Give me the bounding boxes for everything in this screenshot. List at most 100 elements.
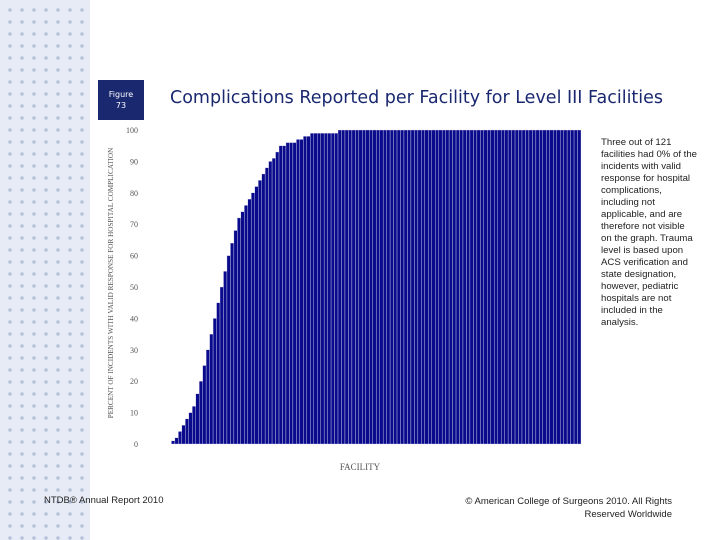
- facility-bar: [358, 129, 363, 445]
- facility-bar: [483, 129, 488, 445]
- facility-bar: [494, 129, 498, 445]
- facility-bar: [407, 129, 412, 445]
- facility-bar: [577, 129, 582, 445]
- chart-note: Three out of 121 facilities had 0% of th…: [601, 137, 697, 328]
- facility-bar: [435, 129, 439, 445]
- figure-number: 73: [115, 101, 127, 110]
- facility-bar: [386, 129, 391, 445]
- decorative-dot-sidebar: [0, 0, 90, 540]
- footer-report-name: NTDB® Annual Report 2010: [44, 495, 164, 506]
- y-tick-label: 80: [130, 189, 138, 198]
- facility-bar: [271, 158, 276, 445]
- facility-bar: [490, 129, 495, 445]
- facility-bar: [296, 139, 301, 445]
- facility-bar: [539, 129, 543, 445]
- y-tick-label: 10: [130, 409, 138, 418]
- y-tick-label: 70: [130, 220, 138, 229]
- facility-bar: [511, 129, 516, 445]
- facility-bar: [334, 132, 339, 445]
- facility-bar: [237, 217, 242, 445]
- facility-bar: [212, 318, 217, 445]
- page-title: Complications Reported per Facility for …: [170, 88, 664, 108]
- facility-bar: [532, 129, 537, 445]
- y-axis: 0 10 20 30 40 50 60 70 80 90 100: [126, 126, 138, 449]
- facility-bar: [445, 129, 450, 445]
- facility-bar: [369, 129, 373, 445]
- y-tick-label: 30: [130, 346, 138, 355]
- facility-bar: [226, 255, 231, 445]
- facility-bar: [556, 129, 561, 445]
- facility-bar: [323, 132, 328, 445]
- facility-bar: [559, 129, 564, 445]
- facility-bar: [195, 393, 200, 445]
- facility-bar: [278, 145, 283, 445]
- facility-bar: [459, 129, 464, 445]
- facility-bar: [518, 129, 523, 445]
- footer-copyright: © American College of Surgeons 2010. All…: [465, 496, 672, 520]
- facility-bar: [546, 129, 550, 445]
- facility-bar: [285, 142, 290, 445]
- facility-bar: [462, 129, 467, 445]
- facility-bar: [282, 145, 287, 445]
- facility-bar: [192, 406, 196, 445]
- facility-bar: [476, 129, 481, 445]
- facility-bar: [202, 365, 207, 445]
- facility-bar: [258, 180, 262, 445]
- facility-bar: [216, 302, 221, 445]
- facility-bar: [410, 129, 415, 445]
- facility-bar: [171, 440, 176, 445]
- facility-bar: [521, 129, 526, 445]
- facility-bar: [365, 129, 370, 445]
- facility-bar: [292, 142, 297, 445]
- facility-bar: [344, 129, 349, 445]
- facility-bar: [317, 132, 321, 445]
- facility-bar: [199, 381, 203, 445]
- facility-bar: [178, 431, 183, 445]
- facility-bar: [535, 129, 540, 445]
- facility-bar: [372, 129, 377, 445]
- facility-bar: [403, 129, 408, 445]
- facility-bar: [174, 437, 179, 445]
- y-tick-label: 0: [134, 440, 138, 449]
- facility-bar: [330, 132, 335, 445]
- facility-bar: [341, 129, 346, 445]
- y-tick-label: 50: [130, 283, 138, 292]
- facility-bar: [351, 129, 356, 445]
- facility-bar: [310, 132, 314, 445]
- facility-bar: [480, 129, 484, 445]
- facility-bar: [424, 129, 429, 445]
- y-tick-label: 40: [130, 314, 138, 323]
- facility-bar: [549, 129, 554, 445]
- facility-bar: [348, 129, 353, 445]
- facility-bar: [455, 129, 460, 445]
- facility-bar: [525, 129, 530, 445]
- facility-bar: [205, 349, 210, 445]
- facility-bar: [553, 129, 557, 445]
- facility-bar: [507, 129, 512, 445]
- bar-series: [171, 129, 582, 445]
- facility-bar: [254, 186, 259, 445]
- facility-bar: [209, 333, 214, 445]
- facility-bar: [264, 167, 269, 445]
- facility-bar: [396, 129, 401, 445]
- y-tick-label: 100: [126, 126, 138, 135]
- facility-bar: [376, 129, 380, 445]
- facility-bar: [417, 129, 422, 445]
- facility-bar: [233, 230, 238, 445]
- facility-bar: [469, 129, 474, 445]
- y-axis-label: PERCENT OF INCIDENTS WITH VALID RESPONSE…: [107, 147, 115, 418]
- facility-bar: [431, 129, 436, 445]
- facility-bar: [414, 129, 419, 445]
- facility-bar: [251, 192, 255, 445]
- facility-bar: [289, 142, 294, 445]
- facility-bar: [261, 173, 266, 445]
- facility-bar: [337, 129, 342, 445]
- facility-bar: [389, 129, 394, 445]
- facility-bar: [313, 132, 318, 445]
- facility-bar: [421, 129, 425, 445]
- facility-bar: [181, 424, 186, 445]
- facility-bar: [185, 418, 189, 445]
- facility-bar: [188, 412, 193, 445]
- facility-bar: [379, 129, 384, 445]
